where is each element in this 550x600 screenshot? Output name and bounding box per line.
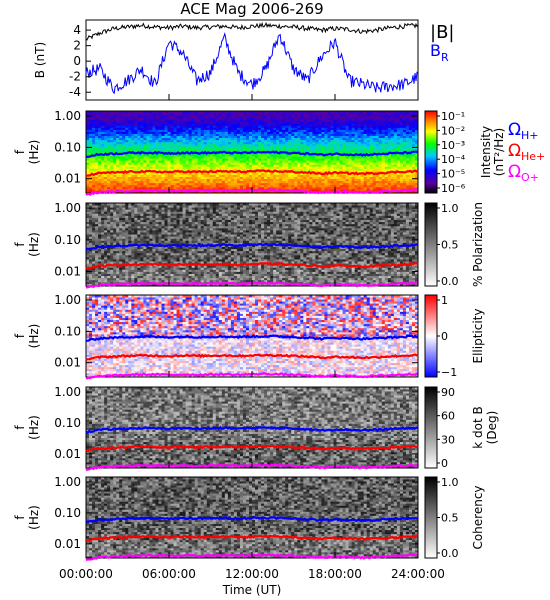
intensity-panel [86,111,419,194]
colorbar-label: % Polarization [471,202,485,287]
y-tick-label: 0.10 [54,233,81,247]
colorbar-tick-label: 0 [441,330,448,343]
chart-title: ACE Mag 2006-269 [180,0,323,18]
y-axis-label: f [13,425,27,430]
colorbar-tick-label: 0.5 [441,239,459,252]
legend-gyrofrequency: ΩH+ [508,120,539,142]
colorbar-tick-label: 10⁻² [441,124,465,137]
intensity-colorbar [424,110,438,194]
colorbar-label: Coherency [471,485,485,549]
gyrofrequency-line-he-plus [85,534,419,542]
y-tick-label: 1.00 [54,109,81,123]
gyrofrequency-line-he-plus [85,353,419,361]
colorbar-tick-label: 0.0 [441,547,459,560]
y-axis-label: (Hz) [27,324,41,349]
x-tick-label: 24:00:00 [391,567,445,581]
series-line-b-total [85,21,419,41]
y-tick-label: 0.10 [54,324,81,338]
legend-b-total: |B| [430,22,454,43]
y-tick-label: 0.01 [54,265,81,279]
y-axis-label: (Hz) [27,232,41,257]
colorbar-tick-label: 30 [441,433,455,446]
y-axis-label: (Hz) [27,140,41,165]
legend-gyrofrequency: ΩHe+ [508,141,545,163]
y-axis-label: f [13,149,27,154]
polarization-colorbar [424,202,438,287]
colorbar-tick-label: 1 [441,294,448,307]
gyrofrequency-line-he-plus [85,444,419,453]
colorbar-tick-label: −1 [441,366,457,379]
y-tick-label: -4 [69,85,81,99]
colorbar-tick-label: 90 [441,386,455,399]
colorbar-tick-label: 10⁻⁶ [441,182,466,195]
magnetic-field-panel [85,19,419,101]
x-tick-label: 06:00:00 [142,567,196,581]
y-tick-label: 0.01 [54,537,81,551]
coherency-panel [86,477,419,559]
colorbar-tick-label: 0.0 [441,275,459,288]
x-tick-label: 18:00:00 [308,567,362,581]
colorbar-tick-label: 10⁻⁵ [441,168,465,181]
x-tick-label: 12:00:00 [225,567,279,581]
y-tick-label: 1.00 [54,201,81,215]
series-line-b-r [85,31,419,95]
y-tick-label: 0 [73,54,81,68]
gyrofrequency-line-h-plus [85,334,419,342]
y-tick-label: 2 [73,39,81,53]
gyrofrequency-line-h-plus [85,243,419,251]
k-dot-b-colorbar [424,386,438,469]
colorbar-label: Intensity [479,126,493,178]
y-tick-label: 0.01 [54,172,81,186]
colorbar-tick-label: 0 [441,457,448,470]
y-axis-label: f [13,242,27,247]
gyrofrequency-line-he-plus [85,169,419,177]
y-tick-label: 1.00 [54,385,81,399]
colorbar-tick-label: 10⁻¹ [441,110,465,123]
y-axis-label: B (nT) [33,42,47,78]
gyrofrequency-line-he-plus [85,261,419,270]
y-tick-label: 0.10 [54,140,81,154]
y-tick-label: 0.10 [54,506,81,520]
colorbar-tick-label: 0.5 [441,512,459,525]
y-tick-label: 0.01 [54,447,81,461]
gyrofrequency-line-h-plus [85,425,419,434]
y-axis-label: (Hz) [27,415,41,440]
y-tick-label: 1.00 [54,475,81,489]
colorbar-tick-label: 10⁻³ [441,139,465,152]
colorbar-label: (nT²/Hz) [492,128,506,176]
colorbar-tick-label: 1.0 [441,476,459,489]
x-tick-label: 00:00:00 [59,567,113,581]
y-tick-label: 4 [73,23,81,37]
y-axis-label: (Hz) [27,505,41,530]
y-axis-label: f [13,515,27,520]
colorbar-label: k dot B [471,406,485,448]
y-tick-label: 1.00 [54,293,81,307]
legend-b-r: BR [430,41,449,64]
gyrofrequency-line-h-plus [85,516,419,523]
gyrofrequency-line-h-plus [85,150,419,159]
coherency-colorbar [424,476,438,559]
x-axis-label: Time (UT) [222,583,282,597]
y-tick-label: -2 [69,70,81,84]
y-tick-label: 0.10 [54,416,81,430]
colorbar-tick-label: 60 [441,410,455,423]
colorbar-tick-label: 10⁻⁴ [441,153,466,166]
colorbar-label: Ellipticity [471,309,485,364]
y-axis-label: f [13,333,27,338]
ellipticity-panel [86,295,419,378]
legend-gyrofrequency: ΩO+ [508,162,539,184]
ellipticity-colorbar [424,294,438,378]
colorbar-label: (Deg) [485,411,499,445]
y-tick-label: 0.01 [54,356,81,370]
colorbar-tick-label: 1.0 [441,202,459,215]
